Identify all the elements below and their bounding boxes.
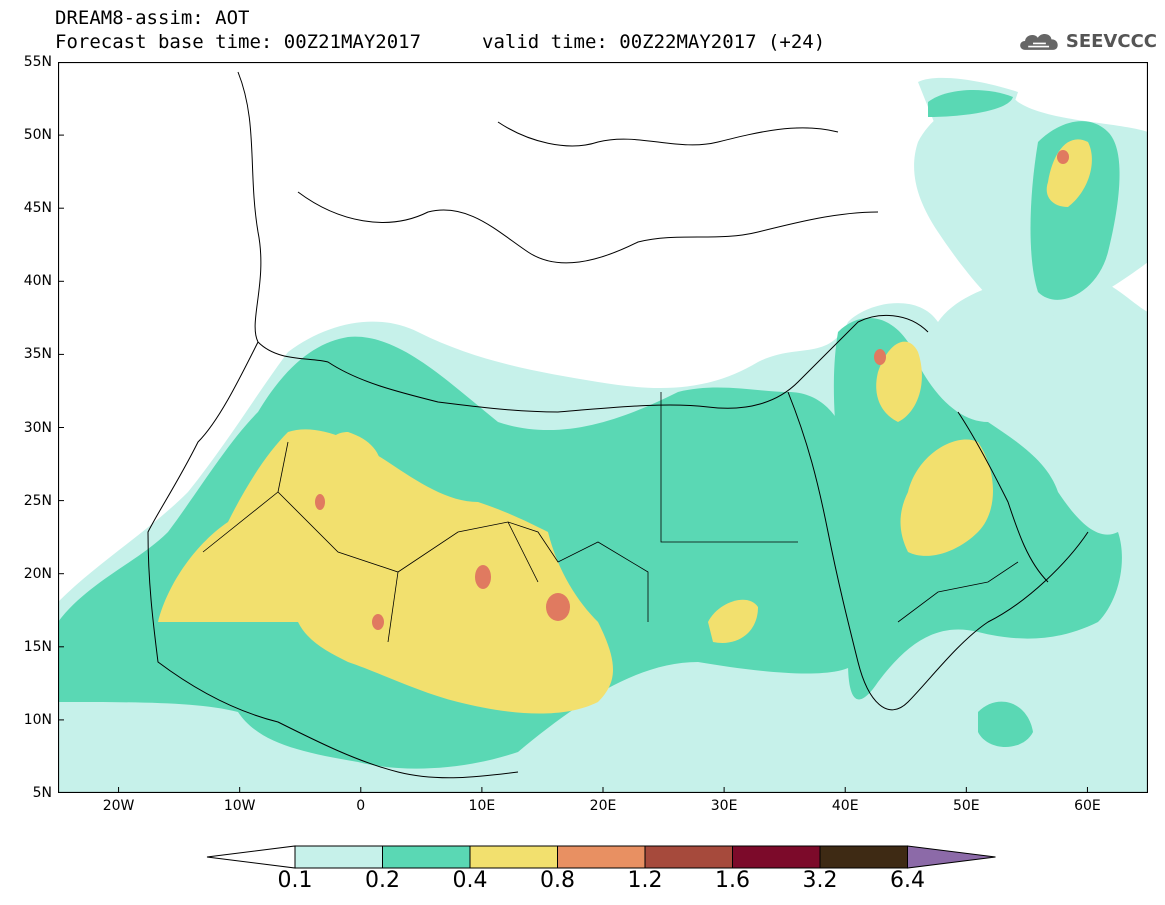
colorbar-box [557,845,646,869]
colorbar-under-arrow [206,845,296,869]
forecast-base-time: Forecast base time: 00Z21MAY2017 [55,31,422,53]
aot-colorbar [206,845,996,869]
colorbar-box [469,845,558,869]
colorbar-label: 0.2 [365,868,400,893]
lat-label: 30N [23,419,52,436]
borders [202,392,1019,643]
map-border [58,62,1148,793]
valid-time: valid time: 00Z22MAY2017 (+24) [482,31,826,53]
lon-label: 50E [952,798,980,814]
map-title: DREAM8-assim: AOT [55,7,250,29]
lat-label: 10N [23,711,52,728]
lon-label: 10W [223,798,256,814]
lat-label: 25N [23,492,52,509]
colorbar-label: 0.1 [277,868,313,893]
aot-level-0.8 [315,150,1069,630]
colorbar-box [644,845,733,869]
colorbar-box [294,845,383,869]
lon-label: 20W [102,798,135,814]
colorbar-label: 0.8 [540,868,575,893]
lon-label: 30E [710,798,738,814]
lon-label: 60E [1074,798,1101,814]
colorbar-box [819,845,908,869]
colorbar-label: 1.6 [715,868,750,893]
colorbar-over-arrow [907,845,996,869]
lon-label: 10E [468,798,496,814]
lat-label: 55N [23,54,52,70]
logo-text: SEEVCCC [1065,30,1157,52]
colorbar-box [382,845,471,869]
colorbar-box [732,845,821,869]
lat-label: 45N [23,200,52,217]
lon-label: 40E [831,798,859,814]
colorbar-label: 0.4 [452,868,488,893]
colorbar-label: 1.2 [627,868,663,893]
lon-label: 0 [356,798,366,814]
lat-label: 5N [32,785,52,801]
lon-label: 20E [589,798,617,814]
cloud-icon [1020,34,1058,50]
lat-label: 20N [23,565,52,582]
colorbar-label: 6.4 [890,868,925,893]
lat-label: 35N [23,346,52,363]
colorbar-label: 3.2 [802,868,838,893]
lat-label: 15N [23,638,52,655]
lat-label: 40N [23,273,52,290]
aot-level-0.4 [158,139,1092,714]
aot-map [58,62,1148,793]
seevccc-logo: SEEVCCC [1017,24,1157,58]
coastlines [147,71,1089,779]
lat-label: 50N [23,127,52,144]
